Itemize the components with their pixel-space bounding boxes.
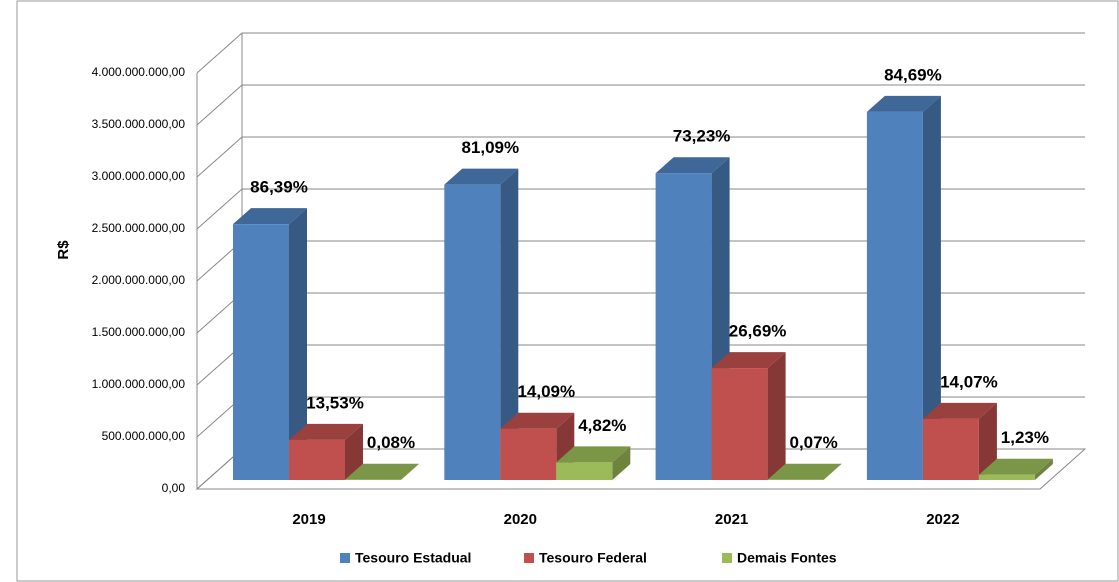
bar-front — [711, 368, 768, 480]
bar — [345, 463, 419, 480]
y-tick-label: 3.500.000.000,00 — [92, 117, 186, 131]
bar-side — [401, 463, 419, 480]
bar-side — [345, 423, 363, 480]
legend-label: Demais Fontes — [737, 550, 837, 566]
bar-top — [500, 412, 575, 429]
x-tick-label: 2020 — [504, 511, 537, 528]
x-tick-label: 2019 — [292, 511, 325, 528]
bar-top — [922, 402, 997, 419]
y-tick-label: 1.500.000.000,00 — [92, 325, 186, 339]
x-tick-label: 2021 — [715, 511, 748, 528]
bar — [711, 352, 786, 480]
bar-front — [233, 224, 289, 480]
data-label: 84,69% — [884, 65, 942, 84]
grid-line — [196, 32, 1085, 74]
legend-label: Tesouro Federal — [539, 550, 647, 566]
y-tick-label: 500.000.000,00 — [102, 429, 186, 443]
bar — [233, 208, 307, 480]
bar-side — [612, 446, 631, 480]
legend-swatch — [524, 553, 534, 563]
bar-top — [556, 446, 631, 463]
data-label: 81,09% — [461, 138, 519, 157]
bar-side — [500, 168, 519, 480]
bar — [866, 95, 941, 480]
legend-swatch — [340, 553, 350, 563]
bar-side — [922, 95, 941, 480]
bar — [978, 458, 1053, 480]
data-label: 4,82% — [578, 416, 626, 435]
bar-side — [978, 402, 997, 480]
bar-side — [1034, 458, 1053, 480]
bar-top — [233, 208, 307, 225]
x-tick-label: 2022 — [926, 511, 959, 528]
bar — [500, 412, 575, 480]
bar-top — [767, 463, 842, 480]
bar-side — [289, 208, 307, 480]
bar-front — [289, 439, 345, 480]
grid-line — [196, 136, 1085, 178]
bar-top — [289, 423, 363, 440]
bar — [289, 423, 363, 480]
y-tick-label: 2.000.000.000,00 — [92, 273, 186, 287]
bar-top — [866, 95, 941, 112]
data-label: 73,23% — [673, 127, 731, 146]
y-tick-label: 3.000.000.000,00 — [92, 169, 186, 183]
grid-line — [196, 84, 1085, 126]
data-label: 13,53% — [306, 393, 364, 412]
bar-top — [978, 458, 1053, 475]
data-label: 26,69% — [729, 322, 787, 341]
legend-label: Tesouro Estadual — [355, 550, 471, 566]
data-label: 1,23% — [1001, 428, 1049, 447]
y-tick-label: 4.000.000.000,00 — [92, 65, 186, 79]
bar-front — [978, 474, 1035, 480]
bar-front — [556, 462, 613, 480]
bar-front — [922, 418, 979, 480]
bar — [444, 168, 519, 480]
data-label: 0,08% — [367, 433, 415, 452]
bar-side — [823, 463, 842, 480]
bar-top — [711, 352, 786, 369]
bar — [556, 446, 631, 480]
grid-line — [196, 188, 1085, 230]
y-tick-label: 1.000.000.000,00 — [92, 377, 186, 391]
bar-front — [500, 428, 557, 480]
bar-top — [655, 157, 730, 174]
bar-front — [866, 111, 923, 480]
data-label: 14,09% — [517, 382, 575, 401]
bar-front — [655, 173, 712, 480]
data-label: 14,07% — [940, 372, 998, 391]
y-tick-label: 2.500.000.000,00 — [92, 221, 186, 235]
y-axis-label: R$ — [55, 240, 72, 260]
data-label: 86,39% — [250, 178, 308, 197]
bar-front — [444, 184, 501, 480]
bar-top — [345, 463, 419, 480]
y-tick-label: 0,00 — [162, 481, 186, 495]
bar-side — [767, 352, 786, 480]
data-label: 0,07% — [789, 433, 837, 452]
legend-swatch — [722, 553, 732, 563]
bar — [922, 402, 997, 480]
bar — [767, 463, 842, 480]
bar-top — [444, 168, 519, 185]
